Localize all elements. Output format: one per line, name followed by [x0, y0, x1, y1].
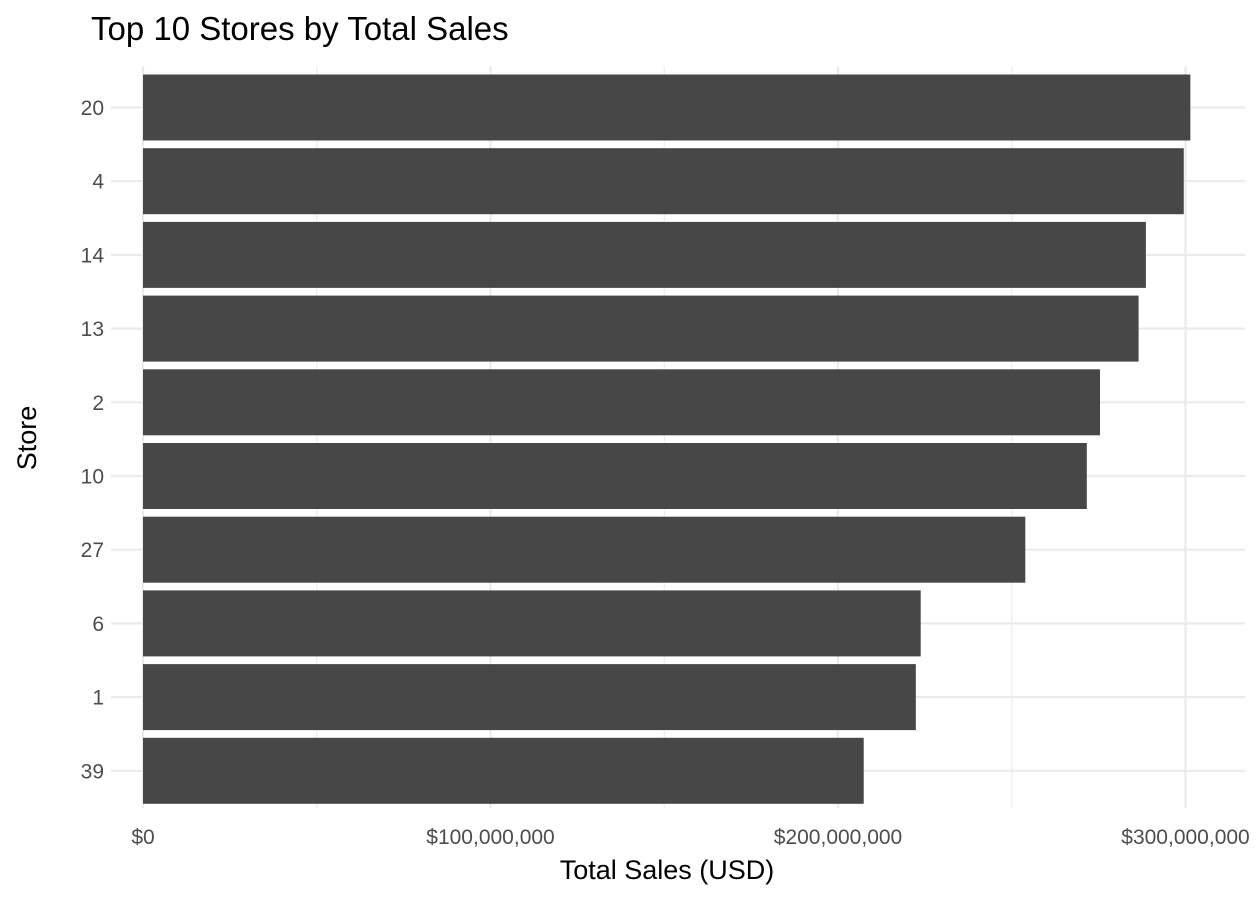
y-tick-label: 2 — [92, 392, 104, 415]
y-axis-tick-labels: 20 4 14 13 2 10 27 6 1 39 — [81, 97, 105, 783]
x-tick-label: $200,000,000 — [774, 826, 902, 849]
y-tick-label: 4 — [92, 171, 104, 194]
x-axis-tick-labels: $0 $100,000,000 $200,000,000 $300,000,000 — [131, 826, 1249, 849]
bars — [143, 74, 1191, 804]
bar-store-20 — [143, 74, 1191, 141]
y-tick-label: 39 — [81, 760, 104, 783]
y-tick-label: 6 — [92, 613, 104, 636]
bar-store-13 — [143, 295, 1139, 362]
y-tick-label: 13 — [81, 318, 104, 341]
bar-store-6 — [143, 590, 921, 657]
x-tick-label: $0 — [131, 826, 154, 849]
y-tick-label: 1 — [92, 687, 104, 710]
y-tick-label: 20 — [81, 97, 104, 120]
bar-store-39 — [143, 737, 864, 804]
bar-store-4 — [143, 148, 1184, 215]
y-tick-label: 10 — [81, 466, 104, 489]
chart-title: Top 10 Stores by Total Sales — [91, 10, 509, 47]
x-tick-label: $300,000,000 — [1121, 826, 1249, 849]
bar-store-1 — [143, 664, 916, 731]
bar-store-10 — [143, 443, 1087, 509]
bar-store-14 — [143, 221, 1146, 288]
y-axis-title: Store — [12, 406, 42, 471]
x-tick-label: $100,000,000 — [426, 826, 554, 849]
x-axis-title: Total Sales (USD) — [560, 855, 775, 885]
y-tick-label: 14 — [81, 244, 105, 267]
bar-store-27 — [143, 516, 1026, 583]
y-tick-label: 27 — [81, 539, 104, 562]
bar-store-2 — [143, 369, 1101, 436]
